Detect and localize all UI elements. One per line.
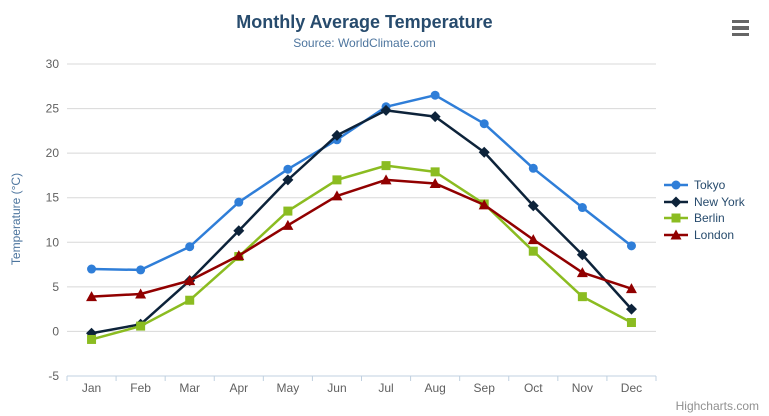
x-axis-label: Dec <box>621 381 642 395</box>
marker-new-york[interactable] <box>331 129 343 141</box>
x-axis-label: Mar <box>179 381 200 395</box>
x-axis-label: Apr <box>229 381 248 395</box>
marker-tokyo[interactable] <box>283 164 293 174</box>
legend-item-tokyo[interactable]: Tokyo <box>663 177 745 194</box>
legend-label: Tokyo <box>694 178 726 193</box>
marker-london[interactable] <box>282 219 294 230</box>
marker-london[interactable] <box>527 234 539 245</box>
marker-berlin[interactable] <box>87 334 97 344</box>
marker-london[interactable] <box>184 275 196 286</box>
marker-berlin[interactable] <box>283 206 293 216</box>
marker-london[interactable] <box>576 267 588 278</box>
chart-title: Monthly Average Temperature <box>236 12 493 32</box>
export-menu-button[interactable] <box>732 20 750 36</box>
series-line-berlin[interactable] <box>90 164 633 341</box>
legend-label: New York <box>694 194 745 209</box>
marker-tokyo[interactable] <box>87 264 97 274</box>
marker-london[interactable] <box>233 250 245 261</box>
x-axis-label: Sep <box>474 381 496 395</box>
x-axis-label: Feb <box>130 381 151 395</box>
marker-berlin[interactable] <box>136 321 146 331</box>
y-axis-label: 0 <box>52 324 59 338</box>
marker-london[interactable] <box>331 190 343 201</box>
credits-link[interactable]: Highcharts.com <box>675 399 759 413</box>
marker-tokyo[interactable] <box>577 203 587 213</box>
marker-tokyo[interactable] <box>479 119 489 129</box>
y-axis-label: 15 <box>46 191 60 205</box>
legend: Tokyo New York Berlin London <box>663 177 745 243</box>
x-axis-label: Jun <box>327 381 346 395</box>
marker-tokyo[interactable] <box>626 241 636 251</box>
marker-london[interactable] <box>135 288 147 299</box>
marker-london[interactable] <box>478 199 490 210</box>
x-axis-label: Jan <box>82 381 101 395</box>
marker-berlin[interactable] <box>185 295 195 305</box>
marker-new-york[interactable] <box>625 303 637 315</box>
legend-item-new-york[interactable]: New York <box>663 194 745 211</box>
marker-new-york[interactable] <box>282 174 294 186</box>
marker-berlin[interactable] <box>332 175 342 185</box>
hamburger-icon <box>732 26 749 30</box>
x-axis-label: Aug <box>424 381 445 395</box>
marker-new-york[interactable] <box>527 200 539 212</box>
chart-subtitle: Source: WorldClimate.com <box>293 36 436 50</box>
marker-new-york[interactable] <box>429 111 441 123</box>
legend-triangle-icon <box>664 229 688 240</box>
x-axis-label: Nov <box>572 381 593 395</box>
marker-london[interactable] <box>625 283 637 294</box>
marker-tokyo[interactable] <box>234 197 244 207</box>
marker-tokyo[interactable] <box>528 163 538 173</box>
series-line-new-york[interactable] <box>90 109 633 335</box>
marker-london[interactable] <box>429 177 441 188</box>
legend-diamond-icon <box>664 196 688 208</box>
hamburger-icon <box>732 32 749 36</box>
y-axis-label: 20 <box>46 146 60 160</box>
x-axis-label: Oct <box>524 381 543 395</box>
y-axis-label: 25 <box>46 102 60 116</box>
x-axis-label: May <box>277 381 300 395</box>
marker-london[interactable] <box>86 291 98 302</box>
marker-new-york[interactable] <box>478 146 490 158</box>
marker-berlin[interactable] <box>577 292 587 302</box>
marker-berlin[interactable] <box>626 318 636 328</box>
y-axis-label: -5 <box>48 369 59 383</box>
legend-square-icon <box>664 213 688 223</box>
series-line-tokyo[interactable] <box>90 93 633 272</box>
y-axis-label: 10 <box>46 235 60 249</box>
legend-item-berlin[interactable]: Berlin <box>663 210 745 227</box>
marker-tokyo[interactable] <box>136 265 146 275</box>
x-axis-label: Jul <box>378 381 393 395</box>
legend-item-london[interactable]: London <box>663 227 745 244</box>
marker-new-york[interactable] <box>380 104 392 116</box>
marker-london[interactable] <box>380 174 392 185</box>
y-axis-label: 5 <box>52 280 59 294</box>
legend-label: Berlin <box>694 211 725 226</box>
marker-tokyo[interactable] <box>430 90 440 100</box>
marker-berlin[interactable] <box>528 246 538 256</box>
legend-circle-icon <box>664 180 688 190</box>
series-line-london[interactable] <box>90 178 633 298</box>
y-axis-label: 30 <box>46 57 60 71</box>
marker-berlin[interactable] <box>430 167 440 177</box>
hamburger-icon <box>732 20 749 24</box>
marker-new-york[interactable] <box>233 225 245 237</box>
marker-tokyo[interactable] <box>185 242 195 252</box>
marker-new-york[interactable] <box>576 249 588 261</box>
marker-berlin[interactable] <box>381 161 391 171</box>
legend-label: London <box>694 227 735 242</box>
